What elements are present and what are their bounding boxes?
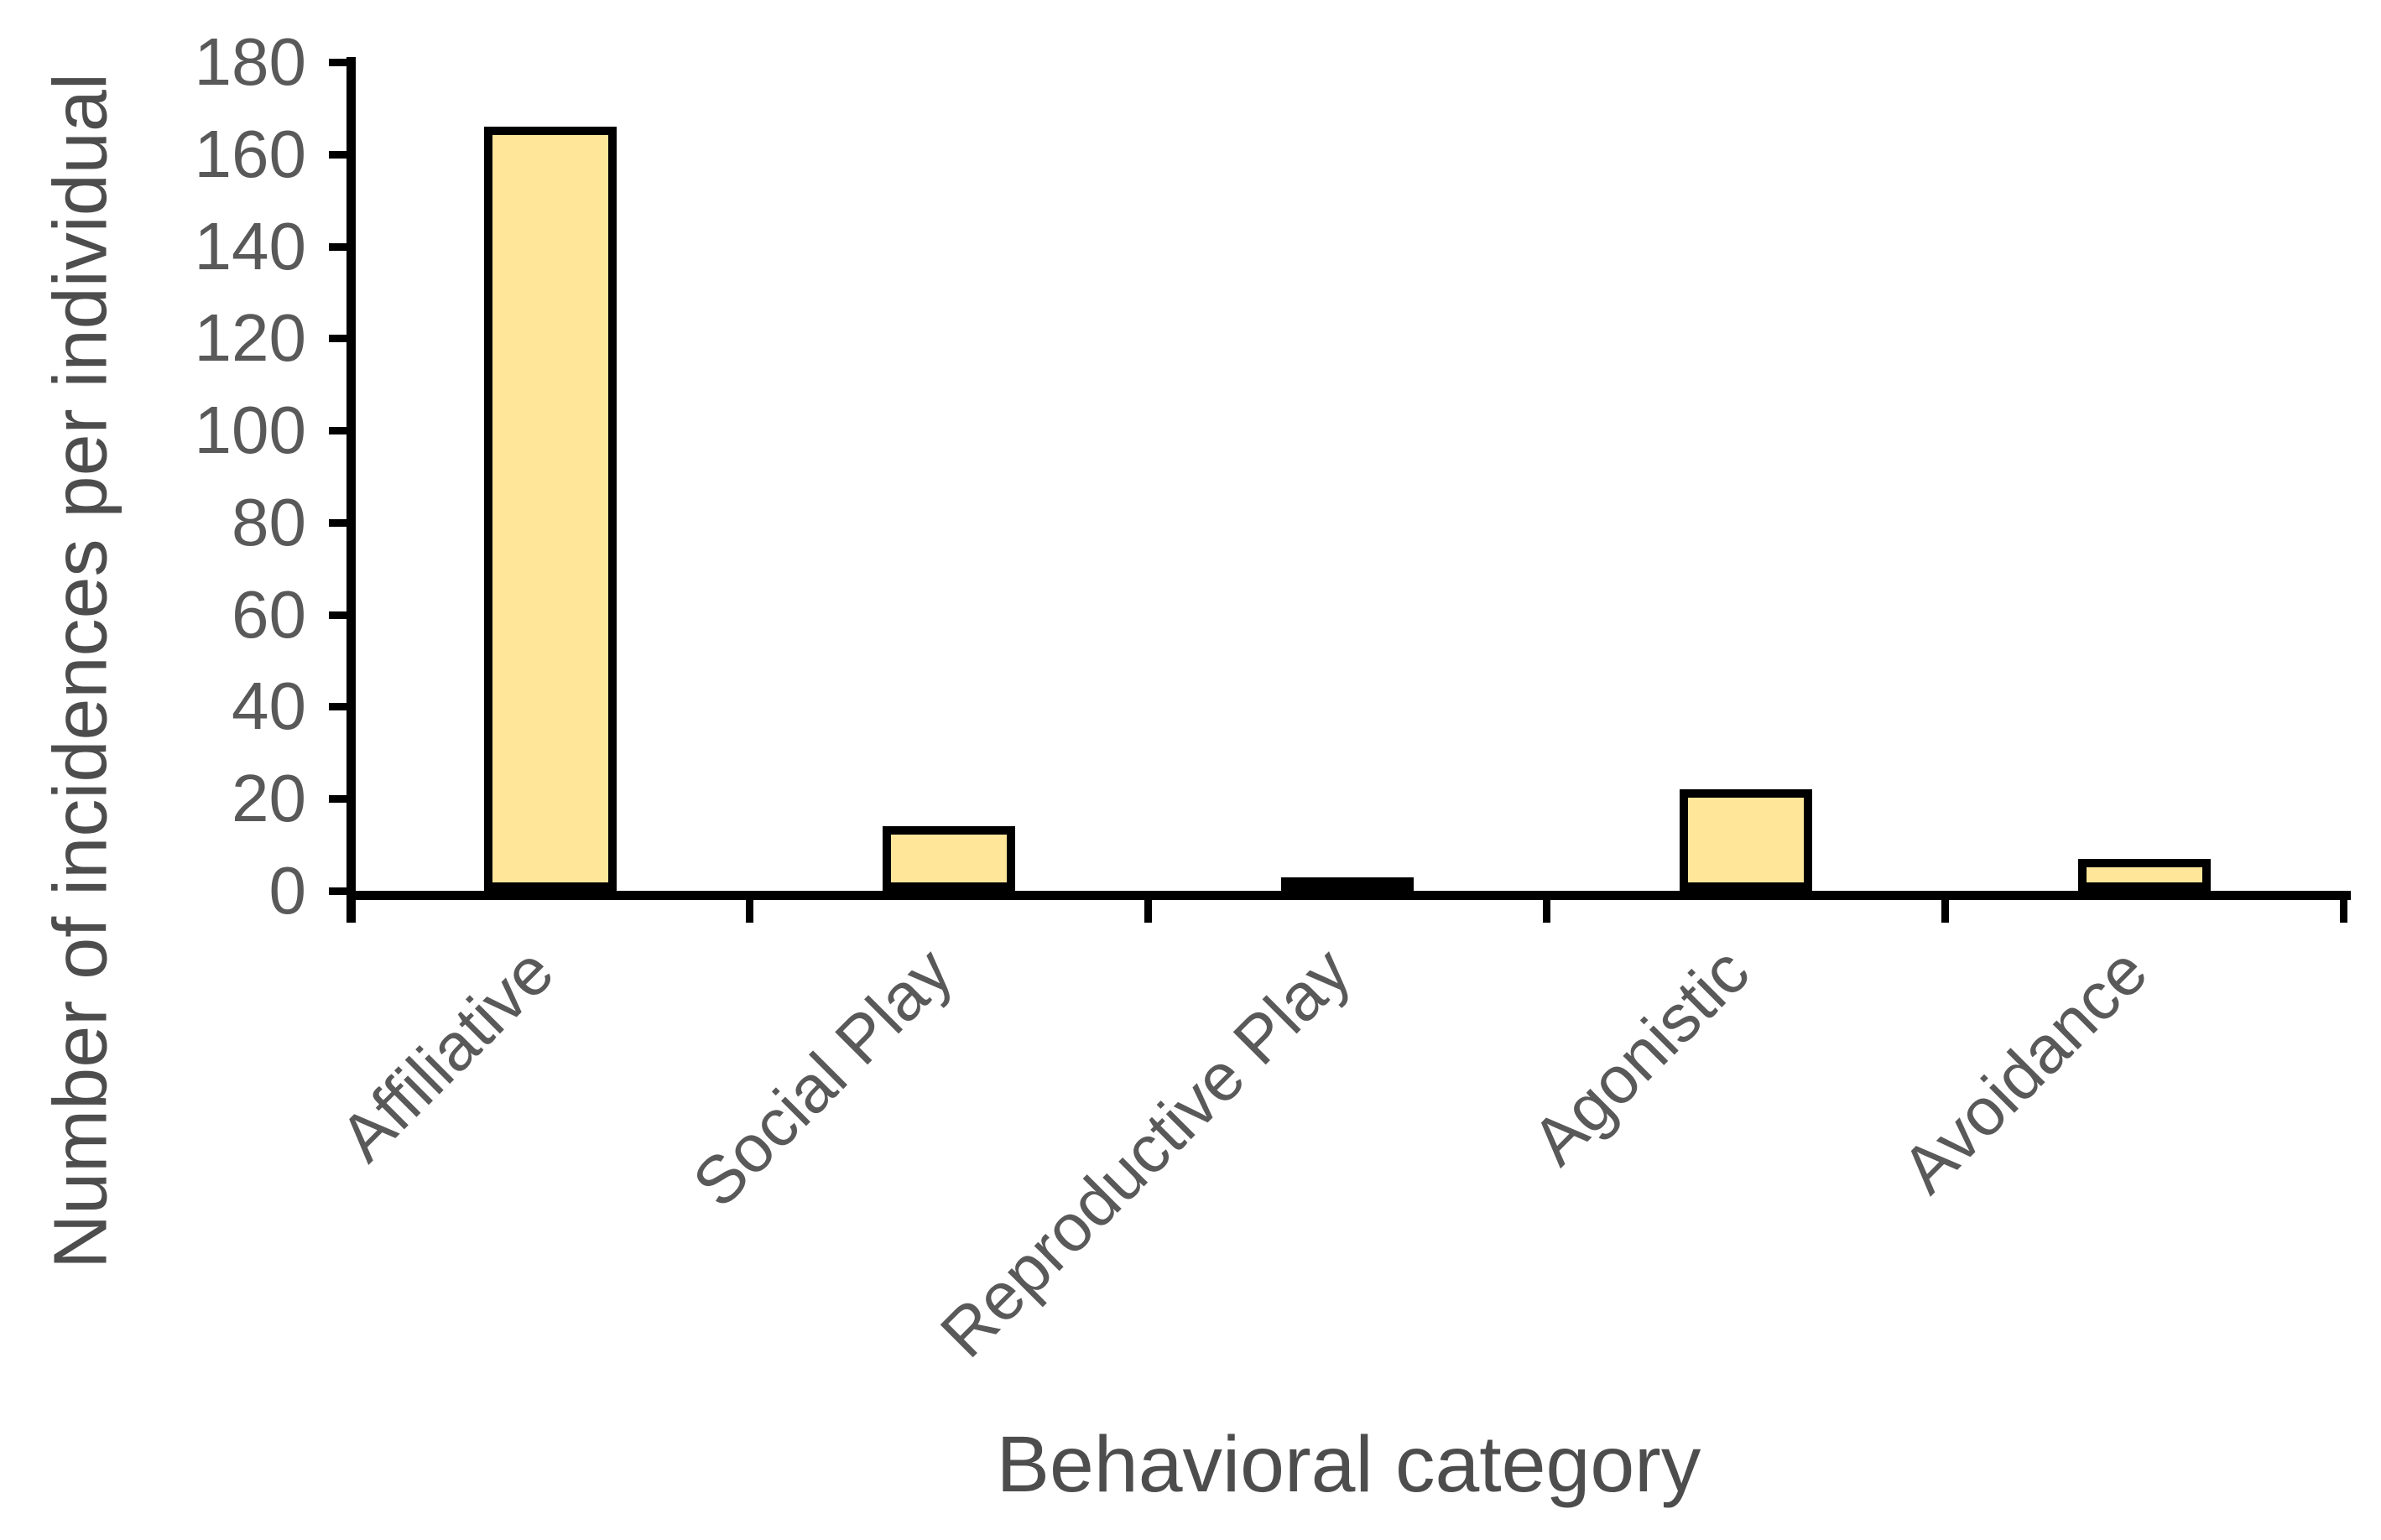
x-tick-0 (347, 891, 355, 923)
x-category-label-agonistic: Agonistic (1517, 933, 1764, 1179)
y-axis-line (346, 57, 356, 923)
y-tick-label-80: 80 (232, 485, 306, 559)
y-tick-label-140: 140 (194, 209, 306, 284)
x-axis-title: Behavioral category (996, 1420, 1701, 1509)
y-tick-label-180: 180 (194, 24, 306, 99)
bar-reproductive-play (1281, 877, 1414, 894)
y-tick-180 (329, 59, 352, 66)
y-tick-label-100: 100 (194, 393, 306, 467)
y-tick-label-60: 60 (232, 577, 306, 652)
y-tick-20 (329, 795, 352, 803)
y-tick-80 (329, 519, 352, 527)
y-tick-label-20: 20 (232, 761, 306, 835)
y-tick-100 (329, 427, 352, 434)
x-category-label-avoidance: Avoidance (1888, 933, 2162, 1207)
x-tick-5 (2340, 891, 2347, 923)
x-tick-1 (746, 891, 753, 923)
y-tick-label-0: 0 (268, 853, 307, 928)
x-axis-line (346, 891, 2351, 900)
y-tick-120 (329, 335, 352, 342)
bar-agonistic (1680, 789, 1812, 891)
x-category-label-social-play: Social Play (678, 933, 966, 1221)
y-tick-40 (329, 703, 352, 710)
y-tick-0 (329, 887, 352, 895)
x-category-label-reproductive-play: Reproductive Play (926, 933, 1365, 1371)
x-category-label-affiliative: Affiliative (326, 933, 568, 1176)
x-tick-4 (1941, 891, 1949, 923)
y-tick-140 (329, 243, 352, 251)
y-tick-label-40: 40 (232, 669, 306, 743)
bar-avoidance (2078, 859, 2211, 891)
bar-social-play (883, 826, 1015, 891)
y-tick-60 (329, 611, 352, 619)
y-tick-label-120: 120 (194, 300, 306, 375)
y-tick-160 (329, 151, 352, 159)
y-tick-label-160: 160 (194, 117, 306, 191)
bar-affiliative (484, 127, 617, 891)
x-tick-3 (1543, 891, 1550, 923)
x-tick-2 (1144, 891, 1152, 923)
